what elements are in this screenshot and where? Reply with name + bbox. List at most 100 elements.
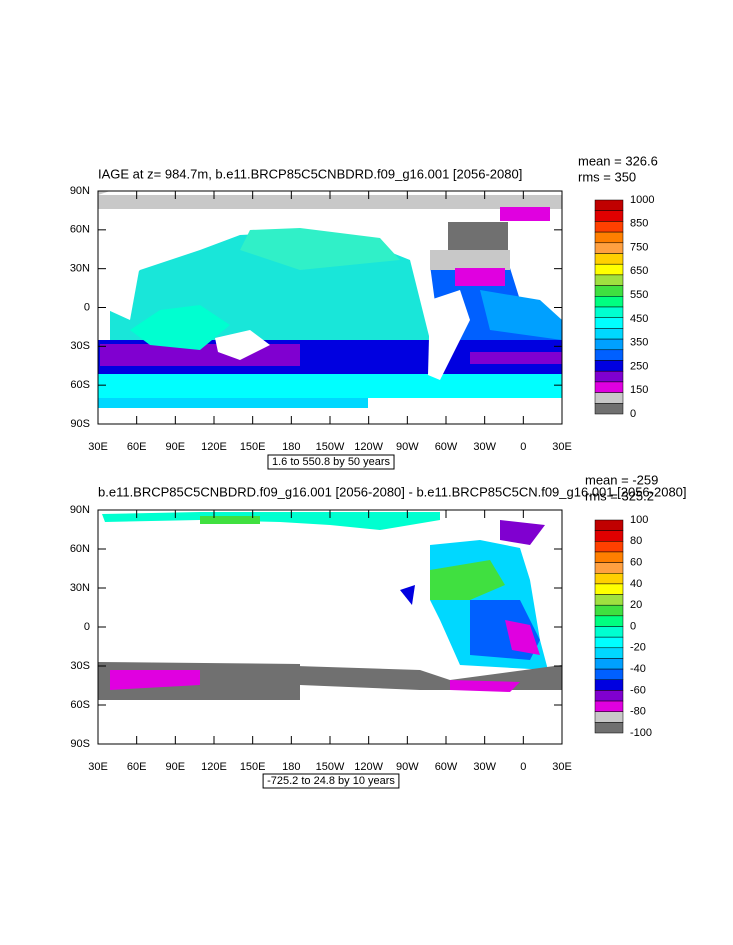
colorbar-box [594, 221, 624, 233]
colorbar-box [594, 381, 624, 393]
lat-label: 0 [84, 301, 90, 313]
colorbar-label: 60 [630, 557, 642, 569]
colorbar-label: 1000 [630, 194, 654, 206]
lon-label: 180 [282, 761, 300, 773]
lon-label: 60W [435, 761, 458, 773]
colorbar-box [594, 199, 624, 211]
lon-label: 90E [166, 761, 186, 773]
colorbar-box [594, 626, 624, 638]
colorbar-box [594, 360, 624, 372]
lon-label: 120E [201, 441, 227, 453]
caption-box [267, 454, 395, 470]
colorbar-box [594, 700, 624, 712]
lat-label: 30N [70, 263, 90, 275]
colorbar-label: 0 [630, 408, 636, 420]
colorbar-box [594, 615, 624, 627]
panel-title: b.e11.BRCP85C5CNBDRD.f09_g16.001 [2056-2… [98, 484, 687, 499]
map-fill-1 [98, 191, 562, 408]
colorbar-label: -20 [630, 642, 646, 654]
lat-label: 60N [70, 224, 90, 236]
colorbar-label: 0 [630, 620, 636, 632]
colorbar-box [594, 338, 624, 351]
colorbar-box [594, 551, 624, 563]
lon-label: 60E [127, 761, 147, 773]
colorbar-label: 750 [630, 241, 648, 253]
lon-label: 60E [127, 441, 147, 453]
lon-label: 90E [166, 441, 186, 453]
colorbar-label: -100 [630, 727, 652, 739]
lon-label: 120E [201, 761, 227, 773]
colorbar-box [594, 668, 624, 680]
stat: mean = 326.6 [578, 153, 658, 168]
lon-label: 120W [354, 761, 383, 773]
lon-label: 30E [88, 761, 108, 773]
lon-label: 150E [240, 761, 266, 773]
colorbar-label: -80 [630, 706, 646, 718]
colorbar-label: 150 [630, 384, 648, 396]
stat: rms = 325.2 [585, 488, 654, 503]
caption: 1.6 to 550.8 by 50 years [272, 456, 391, 468]
stat: rms = 350 [578, 169, 636, 184]
colorbar-box [594, 658, 624, 670]
lat-label: 90N [70, 185, 90, 197]
colorbar-label: 650 [630, 265, 648, 277]
colorbar-box [594, 604, 624, 617]
colorbar-box [594, 349, 624, 361]
colorbar-box [594, 263, 624, 276]
lat-label: 90S [70, 738, 90, 750]
colorbar-label: 80 [630, 535, 642, 547]
lat-label: 90N [70, 504, 90, 516]
lat-label: 30S [70, 340, 90, 352]
lat-label: 60S [70, 379, 90, 391]
stat: mean = -259 [585, 472, 658, 487]
colorbar-label: 250 [630, 360, 648, 372]
lon-label: 0 [520, 761, 526, 773]
colorbar-label: 100 [630, 514, 648, 526]
colorbar-box [594, 647, 624, 659]
lat-label: 60S [70, 699, 90, 711]
lon-label: 150W [316, 761, 345, 773]
colorbar-box [594, 392, 624, 404]
lon-label: 30W [473, 441, 496, 453]
colorbar-box [594, 242, 624, 254]
colorbar-label: 40 [630, 578, 642, 590]
lon-label: 150E [240, 441, 266, 453]
lon-label: 0 [520, 441, 526, 453]
lat-label: 0 [84, 621, 90, 633]
colorbar-box [594, 231, 624, 244]
colorbar-box [594, 722, 624, 734]
colorbar-box [594, 636, 624, 649]
colorbar-box [594, 594, 624, 606]
colorbar-box [594, 583, 624, 595]
colorbar-box [594, 711, 624, 723]
colorbar-box [594, 306, 624, 318]
colorbar-box [594, 519, 624, 531]
lat-label: 30S [70, 660, 90, 672]
lat-label: 30N [70, 582, 90, 594]
colorbar-label: 350 [630, 337, 648, 349]
caption: -725.2 to 24.8 by 10 years [267, 775, 395, 787]
colorbar-box [594, 541, 624, 553]
lon-label: 60W [435, 441, 458, 453]
lon-label: 30W [473, 761, 496, 773]
colorbar-label: -40 [630, 663, 646, 675]
caption-box [262, 773, 400, 789]
lon-label: 30E [552, 761, 572, 773]
lon-label: 30E [552, 441, 572, 453]
colorbar-label: 20 [630, 599, 642, 611]
colorbar-box [594, 370, 624, 383]
colorbar-box [594, 274, 624, 286]
lat-label: 90S [70, 418, 90, 430]
colorbar-box [594, 403, 624, 415]
colorbar-label: 850 [630, 218, 648, 230]
colorbar-label: 550 [630, 289, 648, 301]
colorbar-box [594, 317, 624, 329]
colorbar-box [594, 210, 624, 222]
colorbar-label: 450 [630, 313, 648, 325]
lon-label: 150W [316, 441, 345, 453]
lon-label: 90W [396, 761, 419, 773]
colorbar-box [594, 296, 624, 308]
colorbar-box [594, 530, 624, 542]
lon-label: 120W [354, 441, 383, 453]
